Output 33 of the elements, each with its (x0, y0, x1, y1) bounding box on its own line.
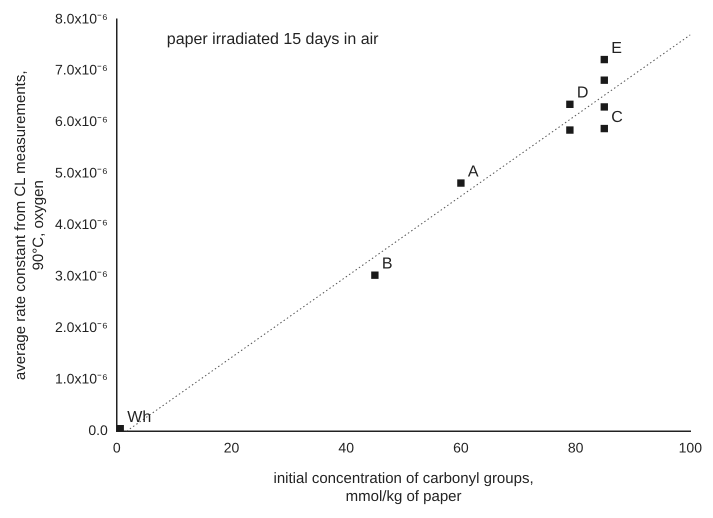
annotation: D (576, 84, 588, 102)
y-tick-label: 2.0x10⁻⁶ (55, 319, 108, 336)
y-tick-label: 0.0 (88, 422, 108, 438)
point (600, 103, 608, 111)
point (600, 76, 608, 84)
y-tick-label: 5.0x10⁻⁶ (55, 164, 108, 181)
y-axis-title: average rate constant from CL measurements, 90°C, oxygen (12, 70, 48, 380)
y-tick-label: 7.0x10⁻⁶ (55, 62, 108, 78)
point (600, 124, 608, 132)
y-tick-label: 6.0x10⁻⁶ (55, 113, 108, 130)
annotation: C (611, 108, 623, 126)
annotation: B (382, 256, 393, 273)
y-tick-label: 3.0x10⁻⁶ (55, 268, 108, 284)
x-tick-label: 40 (338, 439, 354, 456)
point (566, 126, 574, 134)
x-tick-label: 60 (453, 439, 469, 456)
y-tick-label: 4.0x10⁻⁶ (55, 216, 108, 232)
x-tick-label: 80 (568, 439, 584, 456)
annotation: paper irradiated 15 days in air (166, 30, 380, 48)
x-tick-label: 0 (112, 439, 121, 456)
annotation: E (611, 40, 622, 57)
x-tick-label: 20 (224, 439, 240, 456)
x-tick-label: 100 (678, 439, 702, 456)
point (600, 56, 608, 64)
y-tick-label: 8.0x10⁻⁶ (55, 10, 108, 26)
point (371, 272, 379, 279)
annotation: Wh (127, 409, 152, 426)
point (566, 100, 574, 108)
y-tick-label: 1.0x10⁻⁶ (55, 370, 108, 387)
point (457, 179, 465, 187)
annotation: A (468, 163, 479, 180)
x-axis-title: initial concentration of carbonyl groups, mmol/kg of paper (273, 470, 534, 506)
point (116, 424, 124, 432)
